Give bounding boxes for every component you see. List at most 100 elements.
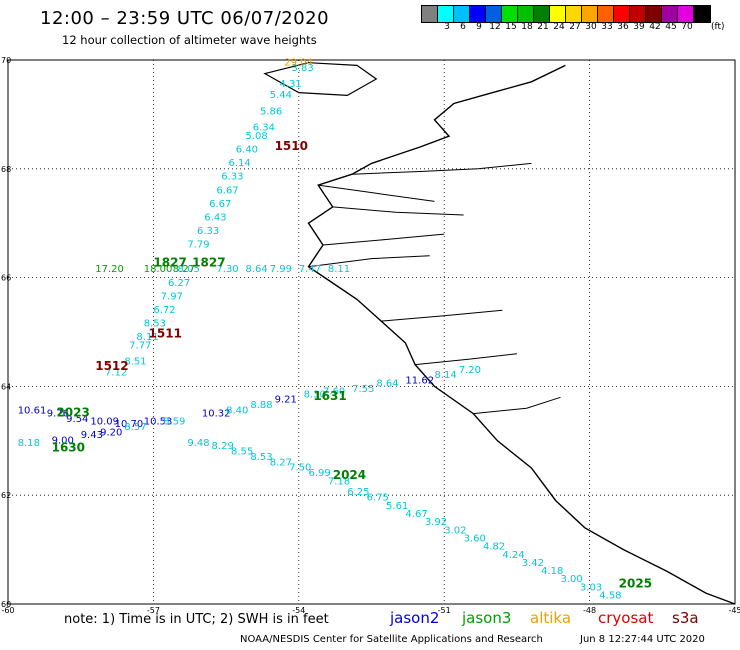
wave-height-label: 8.64 <box>376 378 398 389</box>
legend-label: 27 <box>569 22 581 32</box>
wave-height-label: 8.64 <box>245 264 267 275</box>
wave-height-label: 8.27 <box>173 264 195 275</box>
axis-ticks: -60 -57 -54 -51 -48 -45 70 68 66 64 62 60 <box>1 56 740 615</box>
wave-height-label: 8.57 <box>124 422 146 433</box>
legend-swatch <box>518 6 534 22</box>
legend-swatch <box>422 6 438 22</box>
pass-label: 1827 <box>192 256 225 270</box>
legend-label: 42 <box>649 22 661 32</box>
legend-label: 15 <box>505 22 517 32</box>
wave-height-label: 4.67 <box>405 509 427 520</box>
lat-tick-label: 70 <box>1 56 11 65</box>
wave-height-label: 17.20 <box>95 264 124 275</box>
legend-swatch <box>614 6 630 22</box>
legend-label: 70 <box>681 22 693 32</box>
coastline <box>307 64 736 605</box>
wave-height-label: 6.67 <box>216 185 238 196</box>
legend-swatch <box>550 6 566 22</box>
wave-height-label: 4.58 <box>599 591 621 602</box>
wave-height-label: 9.48 <box>187 438 209 449</box>
wave-height-label: 7.60 <box>323 387 345 398</box>
legend-label: 24 <box>553 22 565 32</box>
credit-line: NOAA/NESDIS Center for Satellite Applica… <box>240 634 543 645</box>
wave-height-label: 4.24 <box>502 550 524 561</box>
lon-tick-label: -48 <box>583 606 596 615</box>
wave-height-label: 8.29 <box>212 441 234 452</box>
wave-height-label: 6.40 <box>236 144 258 155</box>
lat-tick-label: 60 <box>1 600 11 609</box>
wave-height-label: 9.54 <box>66 414 88 425</box>
wave-height-label: 8.18 <box>18 438 40 449</box>
legend-swatch <box>486 6 502 22</box>
fjord-line <box>318 184 435 202</box>
legend-swatch <box>470 6 486 22</box>
color-legend <box>421 5 711 23</box>
wave-height-label: 10.61 <box>18 406 47 417</box>
pass-labels: 1510 1511 1512 2023 1630 1631 2024 2025 1827 1827 <box>52 139 652 591</box>
wave-height-label: 18.00 <box>144 264 173 275</box>
wave-height-label: 7.77 <box>129 340 151 351</box>
lon-tick-label: -57 <box>147 606 160 615</box>
legend-label: 3 <box>444 22 450 32</box>
wave-height-label: 6.25 <box>347 487 369 498</box>
wave-height-label: 10.09 <box>90 416 119 427</box>
fjord-line <box>308 255 430 268</box>
pass-label: 1631 <box>313 389 346 403</box>
legend-label: 45 <box>665 22 677 32</box>
wave-height-label: 7.50 <box>289 463 311 474</box>
legend-label: 12 <box>489 22 501 32</box>
wave-height-label: 6.14 <box>229 158 251 169</box>
page-subtitle: 12 hour collection of altimeter wave hei… <box>62 33 317 47</box>
map-gridlines <box>7 59 736 605</box>
pass-label: 2025 <box>619 577 652 591</box>
wave-height-label: 6.99 <box>308 468 330 479</box>
lon-tick-label: -51 <box>438 606 451 615</box>
map-frame <box>7 59 736 605</box>
wave-height-label: 8.11 <box>136 332 158 343</box>
wave-height-label: 9.00 <box>52 436 74 447</box>
legend-swatch <box>582 6 598 22</box>
wave-height-label: 6.33 <box>221 172 243 183</box>
wave-height-label: 8.05 <box>178 264 200 275</box>
legend-label: 6 <box>460 22 466 32</box>
wave-height-label: 3.60 <box>464 533 486 544</box>
pass-label: 1511 <box>149 326 182 340</box>
greenland-coastline <box>263 62 736 605</box>
wave-height-label: 9.20 <box>100 427 122 438</box>
wave-height-label: 3.92 <box>425 517 447 528</box>
wave-height-label: 6.67 <box>209 199 231 210</box>
wave-height-label: 7.97 <box>161 291 183 302</box>
wave-height-label: 6.43 <box>204 212 226 223</box>
sat-jason2: jason2 <box>390 609 440 627</box>
wave-height-label: 7.20 <box>459 365 481 376</box>
fjord-line <box>352 162 532 175</box>
legend-label: 9 <box>476 22 482 32</box>
wave-height-label: 5.08 <box>245 131 267 142</box>
wave-height-label: 11.62 <box>405 376 434 387</box>
wave-height-label: 8.53 <box>250 452 272 463</box>
wave-height-label: 7.30 <box>216 264 238 275</box>
wave-height-label: 3.02 <box>444 525 466 536</box>
wave-height-label: 7.47 <box>299 264 321 275</box>
footer-note: note: 1) Time is in UTC; 2) SWH is in fe… <box>64 612 329 627</box>
sat-cryosat: cryosat <box>598 609 654 627</box>
wave-height-label: 7.79 <box>187 240 209 251</box>
lat-tick-label: 64 <box>1 382 11 391</box>
legend-swatch <box>646 6 662 22</box>
wave-height-label: 6.27 <box>168 278 190 289</box>
wave-height-label: 9.21 <box>275 395 297 406</box>
fjord-line <box>415 353 517 366</box>
lon-tick-label: -54 <box>292 606 305 615</box>
wave-height-label: 6.75 <box>367 493 389 504</box>
legend-swatch <box>678 6 694 22</box>
wave-height-label: 6.72 <box>153 305 175 316</box>
legend-label: 18 <box>521 22 533 32</box>
wave-height-label: 7.55 <box>352 384 374 395</box>
wave-height-label: 8.30 <box>304 389 326 400</box>
fjord-line <box>332 206 464 216</box>
wave-height-label: 7.18 <box>328 476 350 487</box>
wave-height-label: 8.11 <box>328 264 350 275</box>
legend-label: 39 <box>633 22 645 32</box>
pass-label: 2023 <box>56 405 89 419</box>
legend-swatch <box>630 6 646 22</box>
